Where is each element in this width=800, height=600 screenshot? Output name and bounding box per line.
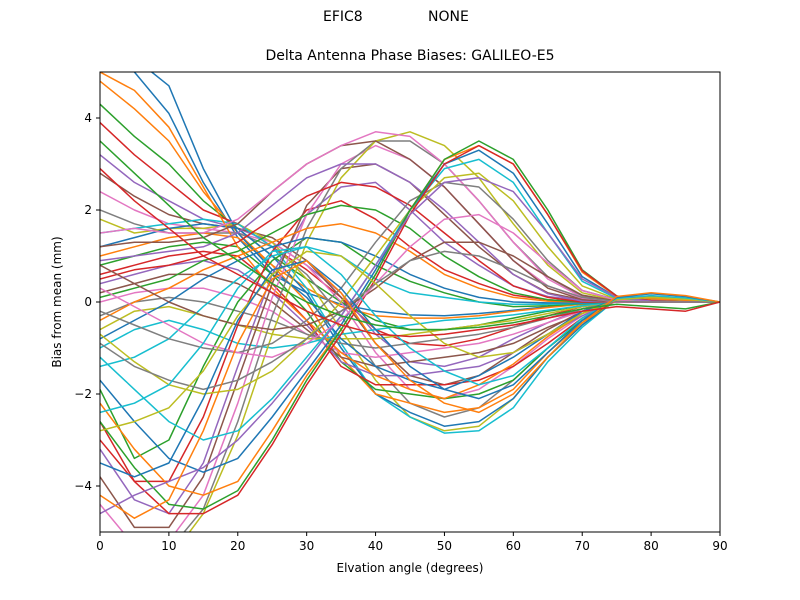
- x-tick-label: 10: [161, 539, 176, 553]
- series-line-21: [100, 72, 720, 400]
- series-line-19: [100, 300, 720, 349]
- x-tick-label: 90: [712, 539, 727, 553]
- series-line-28: [188, 131, 720, 532]
- series-line-36: [100, 131, 720, 303]
- y-tick-label: −4: [74, 479, 92, 493]
- y-tick-label: −2: [74, 387, 92, 401]
- series-layer: [100, 72, 720, 532]
- y-tick-label: 4: [84, 111, 92, 125]
- x-tick-label: 70: [575, 539, 590, 553]
- x-tick-label: 30: [299, 539, 314, 553]
- x-axis-label: Elvation angle (degrees): [336, 561, 484, 575]
- x-tick-label: 80: [643, 539, 658, 553]
- series-line-51: [100, 259, 720, 519]
- series-line-47: [100, 250, 720, 391]
- header-right-label: NONE: [428, 9, 469, 25]
- y-axis-ticks: −4 −2 0 2 4: [74, 111, 100, 493]
- chart-title: Delta Antenna Phase Biases: GALILEO-E5: [265, 48, 555, 64]
- y-axis-label: Bias from mean (mm): [50, 236, 64, 368]
- x-tick-label: 40: [368, 539, 383, 553]
- x-tick-label: 0: [96, 539, 104, 553]
- y-tick-label: 0: [84, 295, 92, 309]
- header-left-label: EFIC8: [323, 9, 363, 25]
- series-line-53: [100, 168, 720, 338]
- series-line-18: [100, 299, 720, 340]
- series-line-41: [100, 144, 720, 496]
- x-tick-label: 60: [506, 539, 521, 553]
- series-line-1: [100, 80, 720, 319]
- x-tick-label: 20: [230, 539, 245, 553]
- y-tick-label: 2: [84, 203, 92, 217]
- series-line-48: [100, 250, 720, 432]
- x-tick-label: 50: [437, 539, 452, 553]
- x-axis-ticks: 0 10 20 30 40 50 60 70 80 90: [96, 532, 728, 553]
- series-line-27: [100, 140, 720, 532]
- series-line-52: [100, 140, 720, 331]
